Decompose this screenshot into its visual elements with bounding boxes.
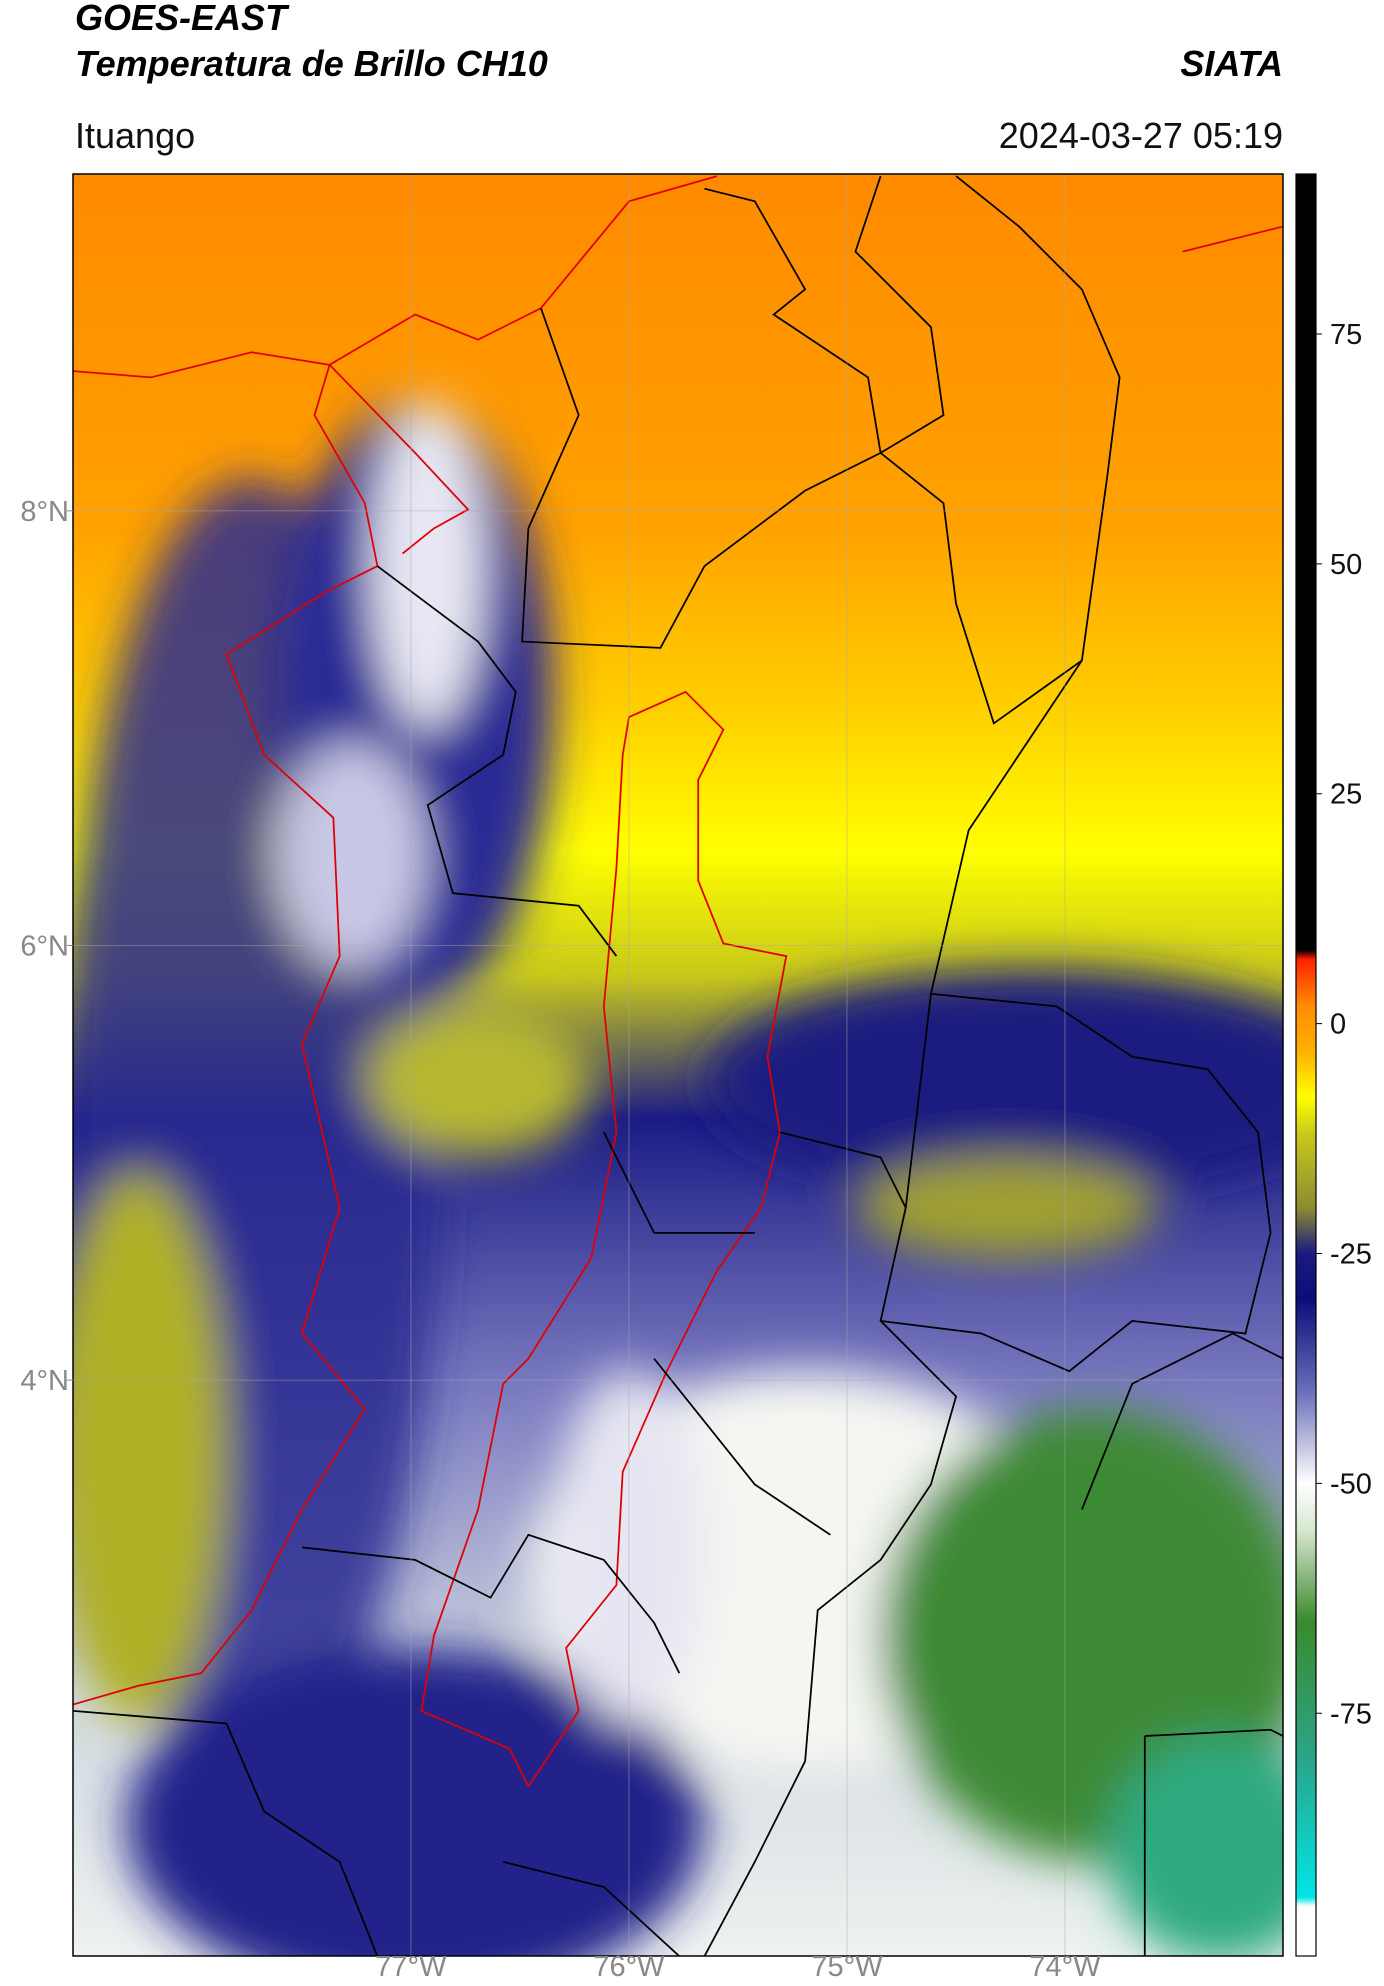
colorbar-tick-label: 25: [1330, 779, 1362, 811]
colorbar-tick-label: -75: [1330, 1698, 1372, 1730]
x-tick-label: 76°W: [593, 1951, 665, 1981]
title: GOES-EAST: [75, 0, 290, 38]
location: Ituango: [75, 115, 195, 156]
map-imagery: [73, 174, 1283, 1956]
map-frame: [72, 173, 1284, 1957]
y-tick-label: 4°N: [20, 1365, 69, 1397]
subtitle: Temperatura de Brillo CH10: [75, 43, 548, 84]
x-tick-label: 75°W: [811, 1951, 883, 1981]
colorbar-tick-label: 50: [1330, 549, 1362, 581]
colorbar-tick-label: -50: [1330, 1468, 1372, 1500]
grid: [73, 174, 1283, 1956]
y-tick-label: 8°N: [20, 496, 69, 528]
colorbar-tick-label: -25: [1330, 1238, 1372, 1270]
x-tick-label: 77°W: [375, 1951, 447, 1981]
y-tick-label: 6°N: [20, 930, 69, 962]
x-tick-label: 74°W: [1029, 1951, 1101, 1981]
datetime: 2024-03-27 05:19: [999, 115, 1283, 156]
colorbar-tick-label: 0: [1330, 1009, 1346, 1041]
source: SIATA: [1180, 43, 1283, 84]
colorbar: [1295, 173, 1317, 1957]
colorbar-tick-label: 75: [1330, 319, 1362, 351]
